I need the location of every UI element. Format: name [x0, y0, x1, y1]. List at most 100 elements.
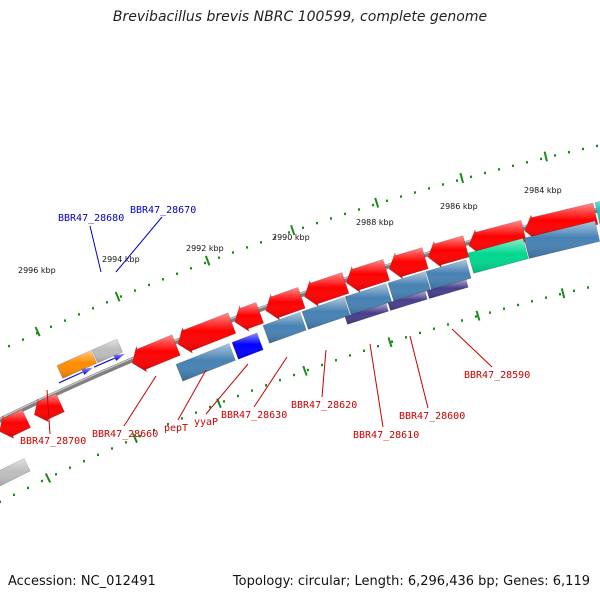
outer-scale-track: 2996 kbp 2994 kbp 2992 kbp 2990 kbp 2988 kbp… — [8, 144, 598, 348]
leader-line — [253, 356, 288, 408]
minor-tick — [461, 319, 463, 322]
leader-line — [46, 389, 51, 435]
feature-label[interactable]: BBR47_28680 — [58, 213, 124, 224]
minor-tick — [545, 296, 547, 299]
feature-labels: BBR47_28680 BBR47_28670 BBR47_28700 BBR47_2… — [20, 205, 530, 447]
feature-label[interactable]: yyaP — [194, 417, 218, 428]
minor-tick — [246, 246, 248, 249]
minor-tick — [36, 332, 38, 335]
minor-tick — [125, 441, 127, 444]
minor-tick — [8, 344, 10, 348]
major-tick — [34, 326, 41, 337]
accession-text: Accession: NC_012491 — [8, 574, 156, 589]
major-tick — [114, 291, 121, 302]
minor-tick — [400, 195, 402, 198]
minor-tick — [321, 363, 323, 367]
minor-tick — [279, 378, 281, 382]
minor-tick — [55, 473, 57, 476]
minor-tick — [330, 217, 332, 220]
minor-tick — [475, 315, 477, 318]
minor-tick — [237, 394, 239, 398]
minor-tick — [13, 493, 15, 496]
minor-tick — [414, 191, 416, 194]
scale-tick-label: 2994 kbp — [102, 255, 140, 264]
minor-tick — [293, 373, 295, 377]
feature-label[interactable]: BBR47_28590 — [464, 370, 530, 381]
feature-label[interactable]: BBR47_28610 — [353, 430, 419, 441]
minor-tick — [587, 286, 589, 289]
minor-tick — [83, 460, 85, 463]
major-tick — [132, 433, 138, 444]
minor-tick — [302, 226, 304, 229]
minor-tick — [251, 389, 253, 392]
minor-tick — [503, 307, 505, 310]
feature-label[interactable]: BBR47_28670 — [130, 205, 196, 216]
minor-tick — [181, 417, 183, 420]
minor-tick — [195, 411, 197, 414]
scale-tick-label: 2984 kbp — [524, 186, 562, 195]
minor-tick — [456, 179, 458, 182]
major-tick — [302, 365, 308, 376]
minor-tick — [484, 171, 486, 175]
minor-tick — [0, 500, 1, 503]
leader-line — [409, 335, 429, 409]
leader-line — [369, 343, 384, 428]
feature-label[interactable]: BBR47_28700 — [20, 436, 86, 447]
minor-tick — [167, 423, 169, 426]
minor-tick — [92, 307, 94, 310]
minor-tick — [288, 231, 290, 234]
scale-tick-label: 2988 kbp — [356, 218, 394, 227]
minor-tick — [106, 301, 108, 304]
minor-tick — [148, 283, 150, 287]
minor-tick — [512, 164, 514, 167]
minor-tick — [27, 486, 29, 490]
minor-tick — [433, 327, 435, 330]
minor-tick — [358, 208, 360, 211]
minor-tick — [596, 144, 598, 148]
minor-tick — [316, 221, 318, 225]
minor-tick — [349, 354, 351, 357]
major-tick — [543, 151, 548, 162]
minor-tick — [265, 384, 267, 387]
minor-tick — [540, 157, 542, 161]
leader-line — [89, 225, 102, 273]
scale-tick-label: 2986 kbp — [440, 202, 478, 211]
scale-tick-label: 2992 kbp — [186, 244, 224, 253]
minor-tick — [489, 311, 491, 314]
minor-tick — [554, 154, 556, 157]
minor-tick — [274, 236, 276, 239]
feature-label[interactable]: BBR47_28600 — [399, 411, 465, 422]
minor-tick — [134, 289, 136, 292]
feature-track — [0, 201, 600, 487]
minor-tick — [419, 331, 421, 335]
feature-label[interactable]: pepT — [164, 423, 188, 434]
major-tick — [290, 224, 296, 236]
leader-line — [123, 375, 157, 427]
minor-tick — [153, 428, 155, 432]
minor-tick — [260, 241, 262, 244]
feature-label[interactable]: BBR47_28620 — [291, 400, 357, 411]
minor-tick — [344, 212, 346, 216]
minor-tick — [391, 340, 393, 343]
minor-tick — [111, 447, 113, 450]
minor-tick — [470, 175, 472, 178]
minor-tick — [176, 272, 178, 275]
major-tick — [44, 473, 52, 483]
minor-tick — [64, 319, 66, 322]
minor-tick — [97, 453, 99, 456]
map-title: Brevibacillus brevis NBRC 100599, comple… — [112, 9, 488, 25]
feature-label[interactable]: BBR47_28660 — [92, 429, 158, 440]
minor-tick — [41, 479, 43, 483]
feature-label[interactable]: BBR47_28630 — [221, 410, 287, 421]
minor-tick — [190, 267, 192, 270]
minor-tick — [405, 336, 407, 339]
major-tick — [475, 310, 481, 321]
major-tick — [459, 172, 465, 184]
minor-tick — [372, 203, 374, 207]
leader-line — [115, 216, 163, 273]
minor-tick — [568, 151, 570, 154]
minor-tick — [162, 278, 164, 281]
minor-tick — [582, 147, 584, 151]
